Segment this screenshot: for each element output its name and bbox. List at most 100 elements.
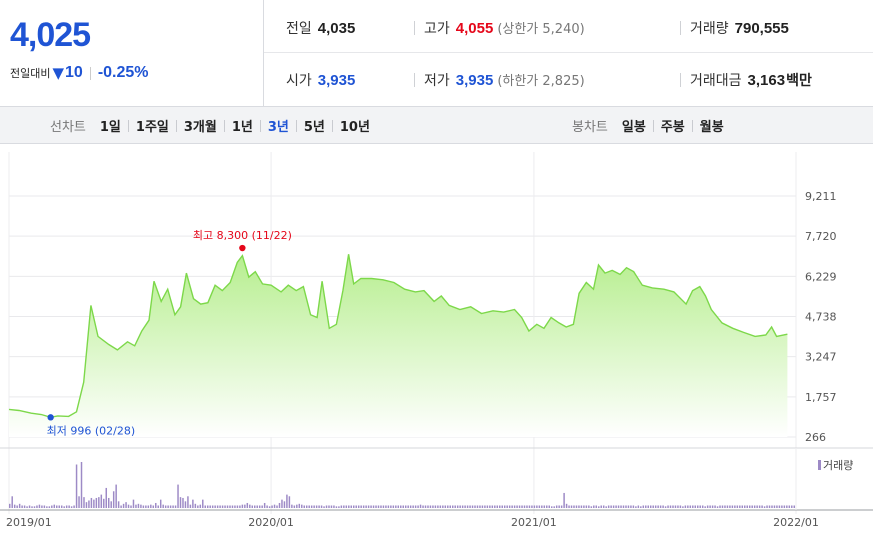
- line-chart-tabs: 선차트 1일 1주일 3개월 1년 3년 5년 10년: [50, 107, 370, 144]
- volume-bar: [88, 500, 90, 508]
- volume-bar: [781, 505, 783, 508]
- volume-bar: [533, 505, 536, 508]
- volume-bar: [751, 505, 753, 508]
- volume-bar: [48, 506, 51, 508]
- prev-close-label: 전일: [286, 21, 312, 37]
- day-high-label: 고가: [424, 21, 450, 37]
- line-tab-6[interactable]: 10년: [339, 120, 370, 135]
- divider: [259, 119, 261, 132]
- volume-bar: [585, 505, 588, 508]
- volume-bar: [456, 505, 459, 508]
- divider: [175, 119, 177, 132]
- volume-bar: [330, 505, 333, 508]
- candle-tab-2[interactable]: 월봉: [699, 120, 724, 135]
- volume-bar: [58, 505, 60, 508]
- volume-bar: [617, 505, 620, 508]
- price-change: 전일대비 ▼ 10 -0.25%: [10, 64, 149, 82]
- volume-bar: [167, 505, 169, 508]
- volume-bar: [699, 505, 701, 508]
- volume-bar: [632, 505, 635, 508]
- volume-bar: [370, 505, 372, 508]
- line-tab-3[interactable]: 1년: [231, 120, 253, 135]
- volume-bar: [610, 505, 612, 508]
- volume-bar: [261, 505, 263, 508]
- volume-bar: [548, 505, 550, 508]
- volume-bar: [637, 505, 640, 508]
- volume-bar: [437, 505, 439, 508]
- volume-bar: [479, 505, 481, 508]
- volume-value: 790,555: [734, 20, 789, 37]
- volume-bar: [486, 505, 489, 508]
- x-axis-ticks: 2019/01 2020/01 2021/01 2022/01: [6, 516, 819, 529]
- volume-bar: [704, 506, 706, 508]
- volume-bar: [516, 505, 518, 508]
- volume-bar: [323, 506, 325, 508]
- volume-bar: [503, 505, 506, 508]
- day-high-value: 4,055: [455, 20, 494, 37]
- volume-bar: [204, 505, 206, 508]
- volume-bar: [251, 505, 254, 508]
- volume-bar: [340, 505, 343, 508]
- chart-annotations: 최고 8,300 (11/22) 최저 996 (02/28): [47, 229, 292, 437]
- volume-bar: [382, 505, 385, 508]
- volume-bar: [773, 505, 776, 508]
- volume-bar: [593, 505, 595, 508]
- volume-bar: [187, 496, 189, 508]
- candle-tab-1[interactable]: 주봉: [660, 120, 685, 135]
- volume-bar: [724, 505, 726, 508]
- volume-bar: [70, 506, 73, 508]
- line-tab-1[interactable]: 1주일: [135, 120, 169, 135]
- volume-bar: [268, 506, 271, 508]
- line-tab-0[interactable]: 1일: [99, 120, 121, 135]
- volume-bar: [768, 505, 771, 508]
- volume-bar: [239, 505, 241, 508]
- y-tick-label: 6,229: [805, 270, 837, 283]
- prev-close: 전일 4,035: [286, 18, 355, 38]
- volume-bar: [103, 498, 105, 508]
- volume-bar: [164, 505, 167, 508]
- line-tab-5[interactable]: 5년: [303, 120, 325, 135]
- volume-bar: [400, 505, 402, 508]
- volume-bar: [286, 494, 288, 508]
- price-chart: 9,211 7,720 6,229 4,738 3,247 1,757 266 최고 8,3…: [0, 152, 873, 529]
- volume-label: 거래량: [690, 21, 729, 37]
- volume-bar: [706, 505, 709, 508]
- volume-bar: [110, 501, 112, 508]
- trade-amount: 거래대금 3,163 백만: [690, 70, 812, 90]
- volume-bar: [550, 506, 553, 508]
- volume-bar: [202, 499, 204, 508]
- line-tab-4[interactable]: 3년: [267, 120, 289, 135]
- volume-bar: [414, 505, 417, 508]
- volume-bar: [667, 505, 669, 508]
- volume-bar: [68, 505, 70, 508]
- quote-row-2: 시가 3,935 저가 3,935 (하한가 2,825) 거래대금 3,163…: [264, 53, 873, 106]
- day-low-value: 3,935: [455, 72, 494, 89]
- volume-bar: [721, 505, 724, 508]
- volume-bar: [501, 505, 503, 508]
- line-tab-2[interactable]: 3개월: [183, 120, 217, 135]
- volume-bar: [555, 505, 558, 508]
- volume-bar: [28, 505, 31, 508]
- volume-bar: [558, 505, 560, 508]
- volume-bar: [447, 505, 449, 508]
- line-chart-title: 선차트: [50, 120, 86, 135]
- volume-bar: [568, 505, 570, 508]
- volume-bar: [127, 504, 130, 508]
- volume-bar: [9, 503, 11, 508]
- volume-bar: [26, 506, 28, 508]
- volume-bar: [753, 505, 756, 508]
- upper-limit: (상한가 5,240): [497, 22, 585, 37]
- volume-bar: [95, 497, 98, 508]
- volume-bar: [192, 499, 194, 508]
- volume-bar: [224, 505, 226, 508]
- volume-bar: [786, 505, 788, 508]
- volume-bar: [694, 505, 697, 508]
- volume-bar: [46, 506, 48, 508]
- volume-bar: [432, 505, 434, 508]
- volume-bar: [375, 505, 377, 508]
- candle-tab-0[interactable]: 일봉: [621, 120, 646, 135]
- divider: [414, 21, 415, 35]
- volume-bar: [776, 505, 778, 508]
- volume-bar: [231, 505, 234, 508]
- volume-bar: [541, 505, 543, 508]
